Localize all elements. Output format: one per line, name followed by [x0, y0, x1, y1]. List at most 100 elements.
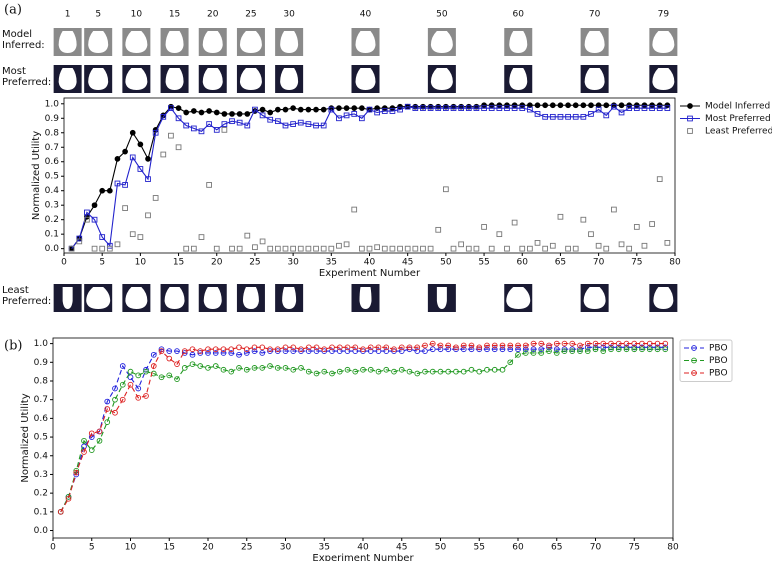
marker: [236, 245, 243, 252]
marker: [588, 231, 594, 238]
marker: [282, 245, 289, 252]
y-axis-label: Normalized Utility: [20, 393, 31, 482]
marker: [183, 245, 190, 252]
marker: [189, 346, 196, 353]
marker: [244, 232, 251, 239]
marker: [468, 366, 475, 373]
marker: [275, 106, 281, 113]
x-tick-label: 60: [512, 543, 524, 553]
marker: [412, 245, 419, 252]
marker: [522, 350, 529, 356]
marker: [329, 348, 335, 354]
marker: [504, 102, 510, 109]
marker: [174, 361, 180, 368]
x-tick-label: 20: [211, 258, 223, 268]
marker: [84, 209, 90, 216]
marker: [228, 368, 235, 375]
marker: [561, 348, 568, 354]
marker: [112, 385, 118, 392]
marker: [290, 121, 296, 127]
x-tick-label: 40: [357, 543, 369, 553]
iteration-label: 25: [245, 10, 256, 20]
marker: [484, 342, 490, 349]
x-tick-label: 50: [440, 258, 452, 268]
marker: [557, 102, 564, 109]
marker: [641, 242, 648, 249]
marker: [267, 116, 274, 123]
marker: [367, 344, 374, 351]
marker: [221, 127, 228, 133]
marker: [422, 368, 428, 375]
marker: [484, 346, 490, 353]
marker: [183, 109, 190, 116]
marker: [504, 245, 510, 252]
marker: [496, 102, 503, 109]
marker: [106, 187, 113, 194]
marker: [359, 245, 365, 252]
marker: [305, 348, 312, 354]
marker: [504, 105, 510, 111]
y-tick-label: 0.0: [45, 244, 60, 254]
marker: [631, 346, 638, 353]
marker: [603, 245, 610, 252]
marker: [437, 342, 444, 349]
marker: [603, 102, 610, 109]
marker: [336, 115, 342, 122]
iteration-label: 79: [658, 10, 670, 20]
marker: [412, 105, 419, 111]
marker: [351, 111, 358, 117]
marker: [320, 122, 327, 129]
marker: [290, 366, 297, 373]
marker: [228, 346, 235, 353]
marker: [662, 340, 669, 347]
marker: [398, 344, 405, 351]
marker: [515, 346, 521, 353]
vase-shape: [506, 287, 531, 309]
marker: [344, 344, 351, 351]
marker: [465, 245, 472, 252]
marker: [476, 368, 483, 375]
marker: [212, 350, 219, 356]
marker: [618, 109, 625, 116]
marker: [420, 105, 426, 111]
marker: [522, 346, 529, 353]
marker: [313, 344, 320, 351]
marker: [511, 105, 518, 111]
marker: [473, 245, 480, 252]
marker: [429, 368, 436, 375]
marker: [626, 105, 633, 111]
marker: [259, 112, 266, 119]
marker: [181, 350, 188, 356]
marker: [213, 245, 220, 252]
marker: [290, 245, 296, 252]
x-tick-label: 5: [99, 258, 105, 268]
marker: [656, 176, 663, 182]
marker: [181, 365, 188, 371]
marker: [367, 366, 374, 373]
marker: [205, 365, 211, 371]
marker: [275, 245, 281, 252]
marker: [507, 342, 514, 349]
marker: [600, 344, 607, 351]
x-axis-label: Experiment Number: [312, 553, 414, 561]
marker: [197, 350, 204, 356]
vase-shape: [62, 287, 73, 309]
x-tick-label: 0: [61, 258, 67, 268]
y-tick-label: 0.1: [45, 230, 59, 240]
series-line: [71, 105, 668, 249]
marker: [259, 238, 266, 245]
marker: [507, 346, 514, 353]
vase-shape: [509, 31, 528, 53]
marker: [443, 105, 449, 111]
marker: [584, 340, 591, 347]
vase-shape: [125, 31, 148, 53]
marker: [81, 443, 87, 450]
legend-label: PBO: [709, 369, 728, 379]
marker: [145, 212, 151, 219]
marker: [592, 340, 599, 347]
marker: [491, 346, 498, 353]
marker: [213, 109, 220, 116]
x-tick-label: 45: [396, 543, 407, 553]
marker: [99, 234, 106, 240]
marker: [580, 216, 587, 223]
